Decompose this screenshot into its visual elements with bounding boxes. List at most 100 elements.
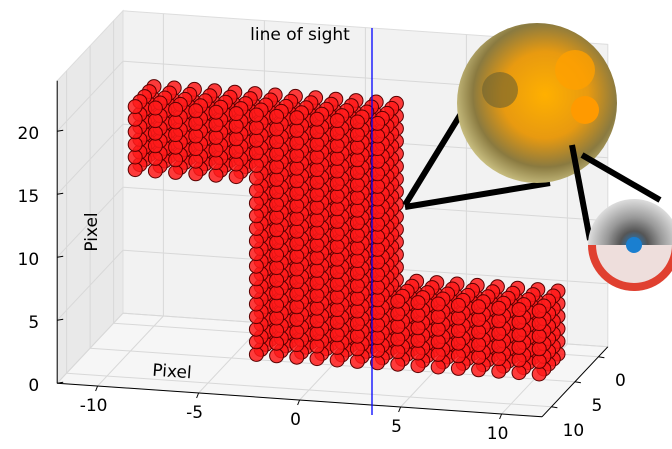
voxel (371, 167, 385, 181)
x-tick (96, 386, 98, 391)
voxel (451, 311, 465, 325)
voxel (330, 164, 344, 178)
voxel (128, 137, 142, 151)
voxel (350, 228, 364, 242)
voxel (189, 129, 203, 143)
x-tick-label: 5 (391, 417, 402, 437)
voxel (310, 175, 324, 189)
voxel (512, 366, 526, 380)
voxel (371, 192, 385, 206)
voxel (472, 338, 486, 352)
x-tick-label: 10 (487, 424, 509, 444)
voxel (532, 317, 546, 331)
voxel (431, 335, 445, 349)
voxel (290, 338, 304, 352)
voxel (209, 118, 223, 132)
voxel (249, 221, 263, 235)
voxel (492, 314, 506, 328)
voxel (350, 140, 364, 154)
voxel (310, 150, 324, 164)
voxel (330, 227, 344, 241)
voxel (169, 165, 183, 179)
voxel (169, 115, 183, 129)
voxel (148, 164, 162, 178)
voxel (371, 205, 385, 219)
voxel (371, 242, 385, 256)
voxel (330, 214, 344, 228)
voxel (148, 126, 162, 140)
voxel (532, 367, 546, 381)
y-tick (575, 382, 581, 383)
voxel (249, 284, 263, 298)
voxel (290, 237, 304, 251)
voxel (189, 142, 203, 156)
voxel (492, 364, 506, 378)
voxel (290, 350, 304, 364)
voxel (350, 254, 364, 268)
voxel (249, 297, 263, 311)
voxel (330, 151, 344, 165)
voxel (411, 308, 425, 322)
voxel (209, 156, 223, 170)
voxel (290, 249, 304, 263)
voxel (350, 329, 364, 343)
voxel (532, 304, 546, 318)
voxel (290, 199, 304, 213)
voxel (128, 112, 142, 126)
voxel (310, 339, 324, 353)
voxel (249, 108, 263, 122)
voxel (371, 356, 385, 370)
voxel (229, 119, 243, 133)
voxel (290, 149, 304, 163)
voxel (411, 321, 425, 335)
voxel (189, 154, 203, 168)
voxel (472, 325, 486, 339)
voxel (472, 350, 486, 364)
x-tick (197, 393, 199, 398)
voxel (290, 275, 304, 289)
voxel (330, 353, 344, 367)
voxel (350, 178, 364, 192)
crater (555, 50, 595, 90)
crater (571, 96, 599, 124)
voxel (270, 135, 284, 149)
voxel (270, 273, 284, 287)
voxel (189, 104, 203, 118)
voxel (451, 361, 465, 375)
voxel (451, 336, 465, 350)
voxel (350, 128, 364, 142)
y-tick-label: 0 (615, 371, 626, 391)
pupil (626, 237, 642, 253)
voxel (350, 191, 364, 205)
voxel (209, 130, 223, 144)
voxel (350, 216, 364, 230)
chart: -10-50510051005101520 line of sight Pixe… (0, 0, 672, 449)
voxel (249, 146, 263, 160)
voxel (249, 209, 263, 223)
voxel (290, 174, 304, 188)
z-tick-label: 5 (28, 313, 39, 333)
voxel (290, 123, 304, 137)
voxel (350, 115, 364, 129)
voxel (249, 121, 263, 135)
voxel (270, 223, 284, 237)
voxel (391, 345, 405, 359)
voxel (330, 315, 344, 329)
voxel (371, 343, 385, 357)
crater (482, 72, 518, 108)
voxel (310, 314, 324, 328)
voxel (290, 111, 304, 125)
voxel (249, 158, 263, 172)
voxel (249, 335, 263, 349)
voxel (270, 336, 284, 350)
voxel (371, 305, 385, 319)
voxel (532, 342, 546, 356)
y-tick (598, 357, 604, 358)
voxel (270, 210, 284, 224)
voxel (270, 109, 284, 123)
voxel (249, 347, 263, 361)
voxel (371, 255, 385, 269)
voxel (330, 252, 344, 266)
x-tick (298, 400, 300, 405)
voxel (229, 157, 243, 171)
